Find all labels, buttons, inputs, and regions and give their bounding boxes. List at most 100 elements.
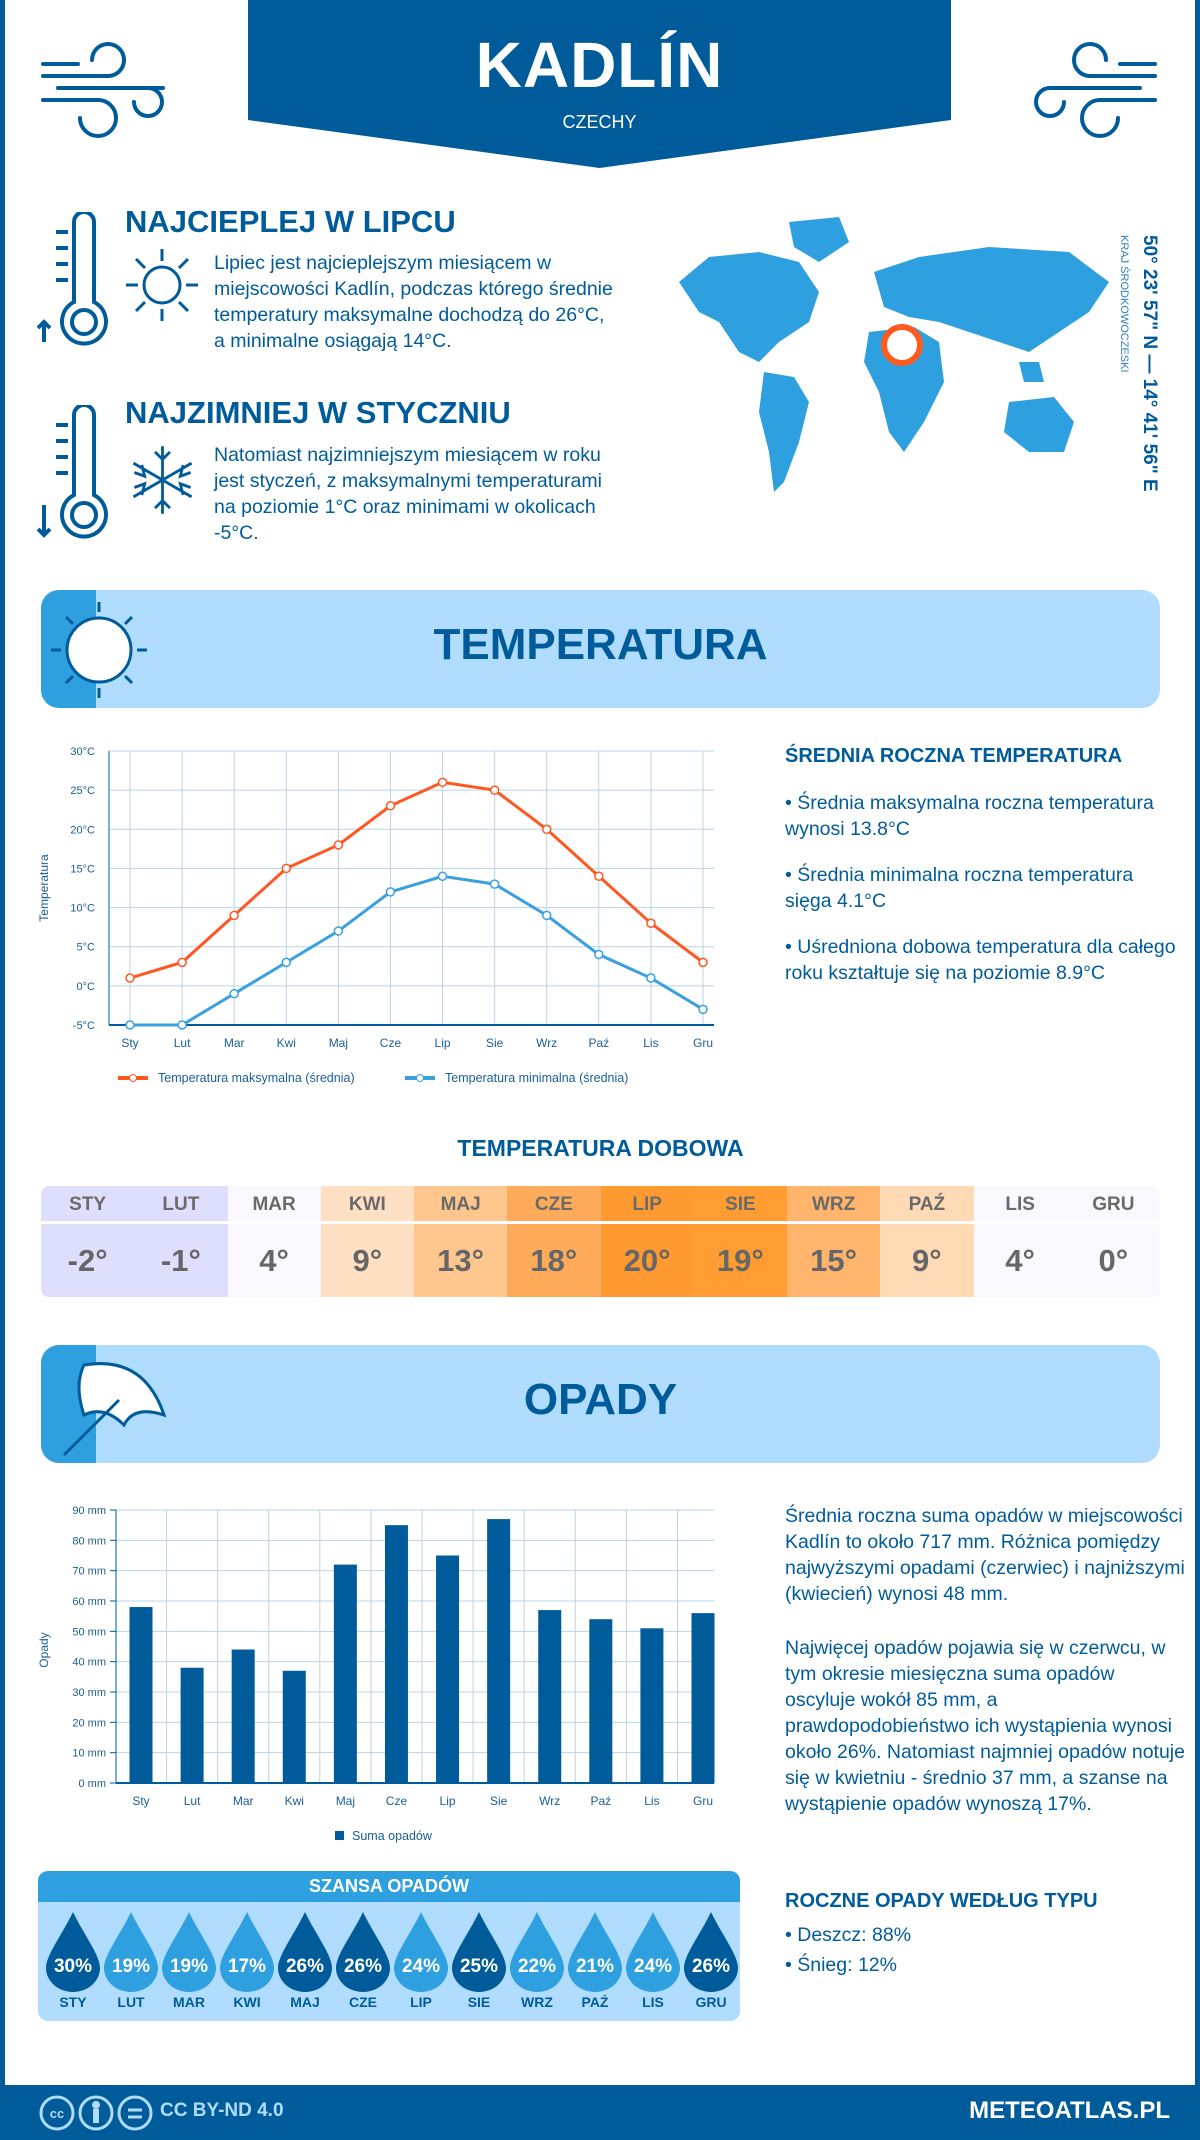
precip-chance-item: 22% WRZ [508,1910,566,2010]
bar [538,1610,562,1783]
temperature-banner [41,590,1160,708]
raindrop-icon: 19% [104,1912,158,1992]
bar [282,1670,306,1783]
legend-label: Suma opadów [352,1829,433,1843]
daily-temp-heading: TEMPERATURA DOBOWA [457,1135,744,1161]
daily-temp-cell: GRU 0° [1066,1186,1160,1297]
y-tick-label: 80 mm [72,1535,106,1547]
month-label: CZE [349,1994,377,2010]
page-border-left [0,0,5,2140]
x-tick-label: Lut [184,1794,201,1808]
daily-temp-cell: STY -2° [41,1186,135,1297]
data-point [125,1020,135,1030]
daily-temp-cell: KWI 9° [320,1186,414,1297]
bar [129,1607,153,1783]
y-tick-label: 0°C [77,981,96,993]
site-link[interactable]: METEOATLAS.PL [969,2097,1170,2124]
daily-temp-cell: LUT -1° [134,1186,228,1297]
precip-chance-item: 21% PAŹ [566,1910,624,2010]
data-point [489,785,500,795]
license-icons: cc [39,2095,153,2131]
x-tick-label: Lis [644,1794,659,1808]
y-tick-label: 50 mm [72,1626,106,1638]
bar [589,1619,613,1783]
attribution-icon [78,2095,114,2131]
month-label: MAJ [414,1186,508,1224]
annual-temp-heading: ŚREDNIA ROCZNA TEMPERATURA [785,745,1123,767]
daily-temp-cell: LIS 4° [973,1186,1067,1297]
precip-chance-value: 19% [170,1956,208,1977]
daily-temp-value: 9° [912,1242,942,1278]
daily-temp-value: 15° [810,1242,858,1278]
precip-chance-value: 19% [112,1956,150,1977]
y-tick-label: 90 mm [72,1505,106,1517]
raindrop-icon: 30% [46,1912,100,1992]
month-label: PAŹ [581,1994,609,2010]
precip-chance-value: 22% [518,1956,556,1977]
x-tick-label: Sie [486,1036,504,1050]
y-tick-label: 40 mm [72,1657,106,1669]
data-point [437,871,448,882]
data-point [229,988,239,999]
y-tick-label: 15°C [70,863,95,875]
precip-chance-value: 25% [460,1956,498,1977]
month-label: KWI [320,1186,414,1224]
month-label: MAJ [290,1994,320,2010]
x-tick-label: Sie [490,1794,508,1808]
raindrop-icon: 19% [162,1912,216,1992]
daily-temp-value: 19° [716,1242,764,1278]
x-tick-label: Paź [590,1794,611,1808]
data-point [541,910,552,921]
annual-temp-bullet: • Średnia maksymalna roczna temperatura … [785,792,1154,840]
precip-chance-item: 17% KWI [218,1910,276,2010]
precip-chance-value: 17% [228,1956,266,1977]
y-tick-label: 30 mm [72,1687,106,1699]
country-label: CZECHY [562,112,637,132]
month-label: LUT [134,1186,228,1224]
daily-temp-value: -2° [67,1242,108,1278]
annual-temp-bullet: • Uśredniona dobowa temperatura dla całe… [785,936,1176,984]
y-tick-label: 10 mm [72,1748,106,1760]
month-label: CZE [507,1186,601,1224]
x-tick-label: Kwi [277,1036,296,1050]
series-line [130,874,704,1027]
y-tick-label: -5°C [73,1020,95,1032]
daily-temp-value: 13° [437,1242,485,1278]
cc-icon: cc [39,2095,75,2131]
x-tick-label: Kwi [285,1794,304,1808]
precip-chance-item: 19% MAR [160,1910,218,2010]
data-point [177,1020,187,1030]
month-label: STY [59,1994,87,2010]
raindrop-icon: 22% [510,1912,564,1992]
world-map [679,217,1109,492]
sun-icon [51,602,147,698]
raindrop-icon: 26% [278,1912,332,1992]
month-label: SIE [693,1186,787,1224]
data-point [333,926,344,936]
daily-temp-cell: SIE 19° [693,1186,787,1297]
y-tick-label: 20 mm [72,1717,106,1729]
x-tick-label: Sty [121,1036,138,1050]
svg-text:cc: cc [50,2106,64,2121]
warmest-heading: NAJCIEPLEJ W LIPCU [125,204,456,239]
precip-chance-panel: SZANSA OPADÓW 30% STY 19% LUT 19% MAR 17% KWI 26… [38,1871,740,2021]
raindrop-icon: 26% [336,1912,390,1992]
precip-chance-value: 26% [344,1956,382,1977]
precip-chance-item: 25% SIE [450,1910,508,2010]
data-point [594,871,604,882]
raindrop-icon: 17% [220,1912,274,1992]
month-label: GRU [695,1994,727,2010]
daily-temp-cell: WRZ 15° [787,1186,881,1297]
month-label: PAŹ [880,1186,974,1224]
data-point [646,973,656,983]
bar [487,1519,511,1783]
y-tick-label: 20°C [70,824,95,836]
bar [333,1564,357,1783]
wind-icon [41,42,165,138]
license-label: CC BY-ND 4.0 [160,2100,284,2121]
precip-chance-item: 26% CZE [334,1910,392,2010]
x-tick-label: Gru [693,1036,713,1050]
month-label: LIS [642,1994,664,2010]
data-point [541,824,552,835]
data-point [698,1004,708,1015]
